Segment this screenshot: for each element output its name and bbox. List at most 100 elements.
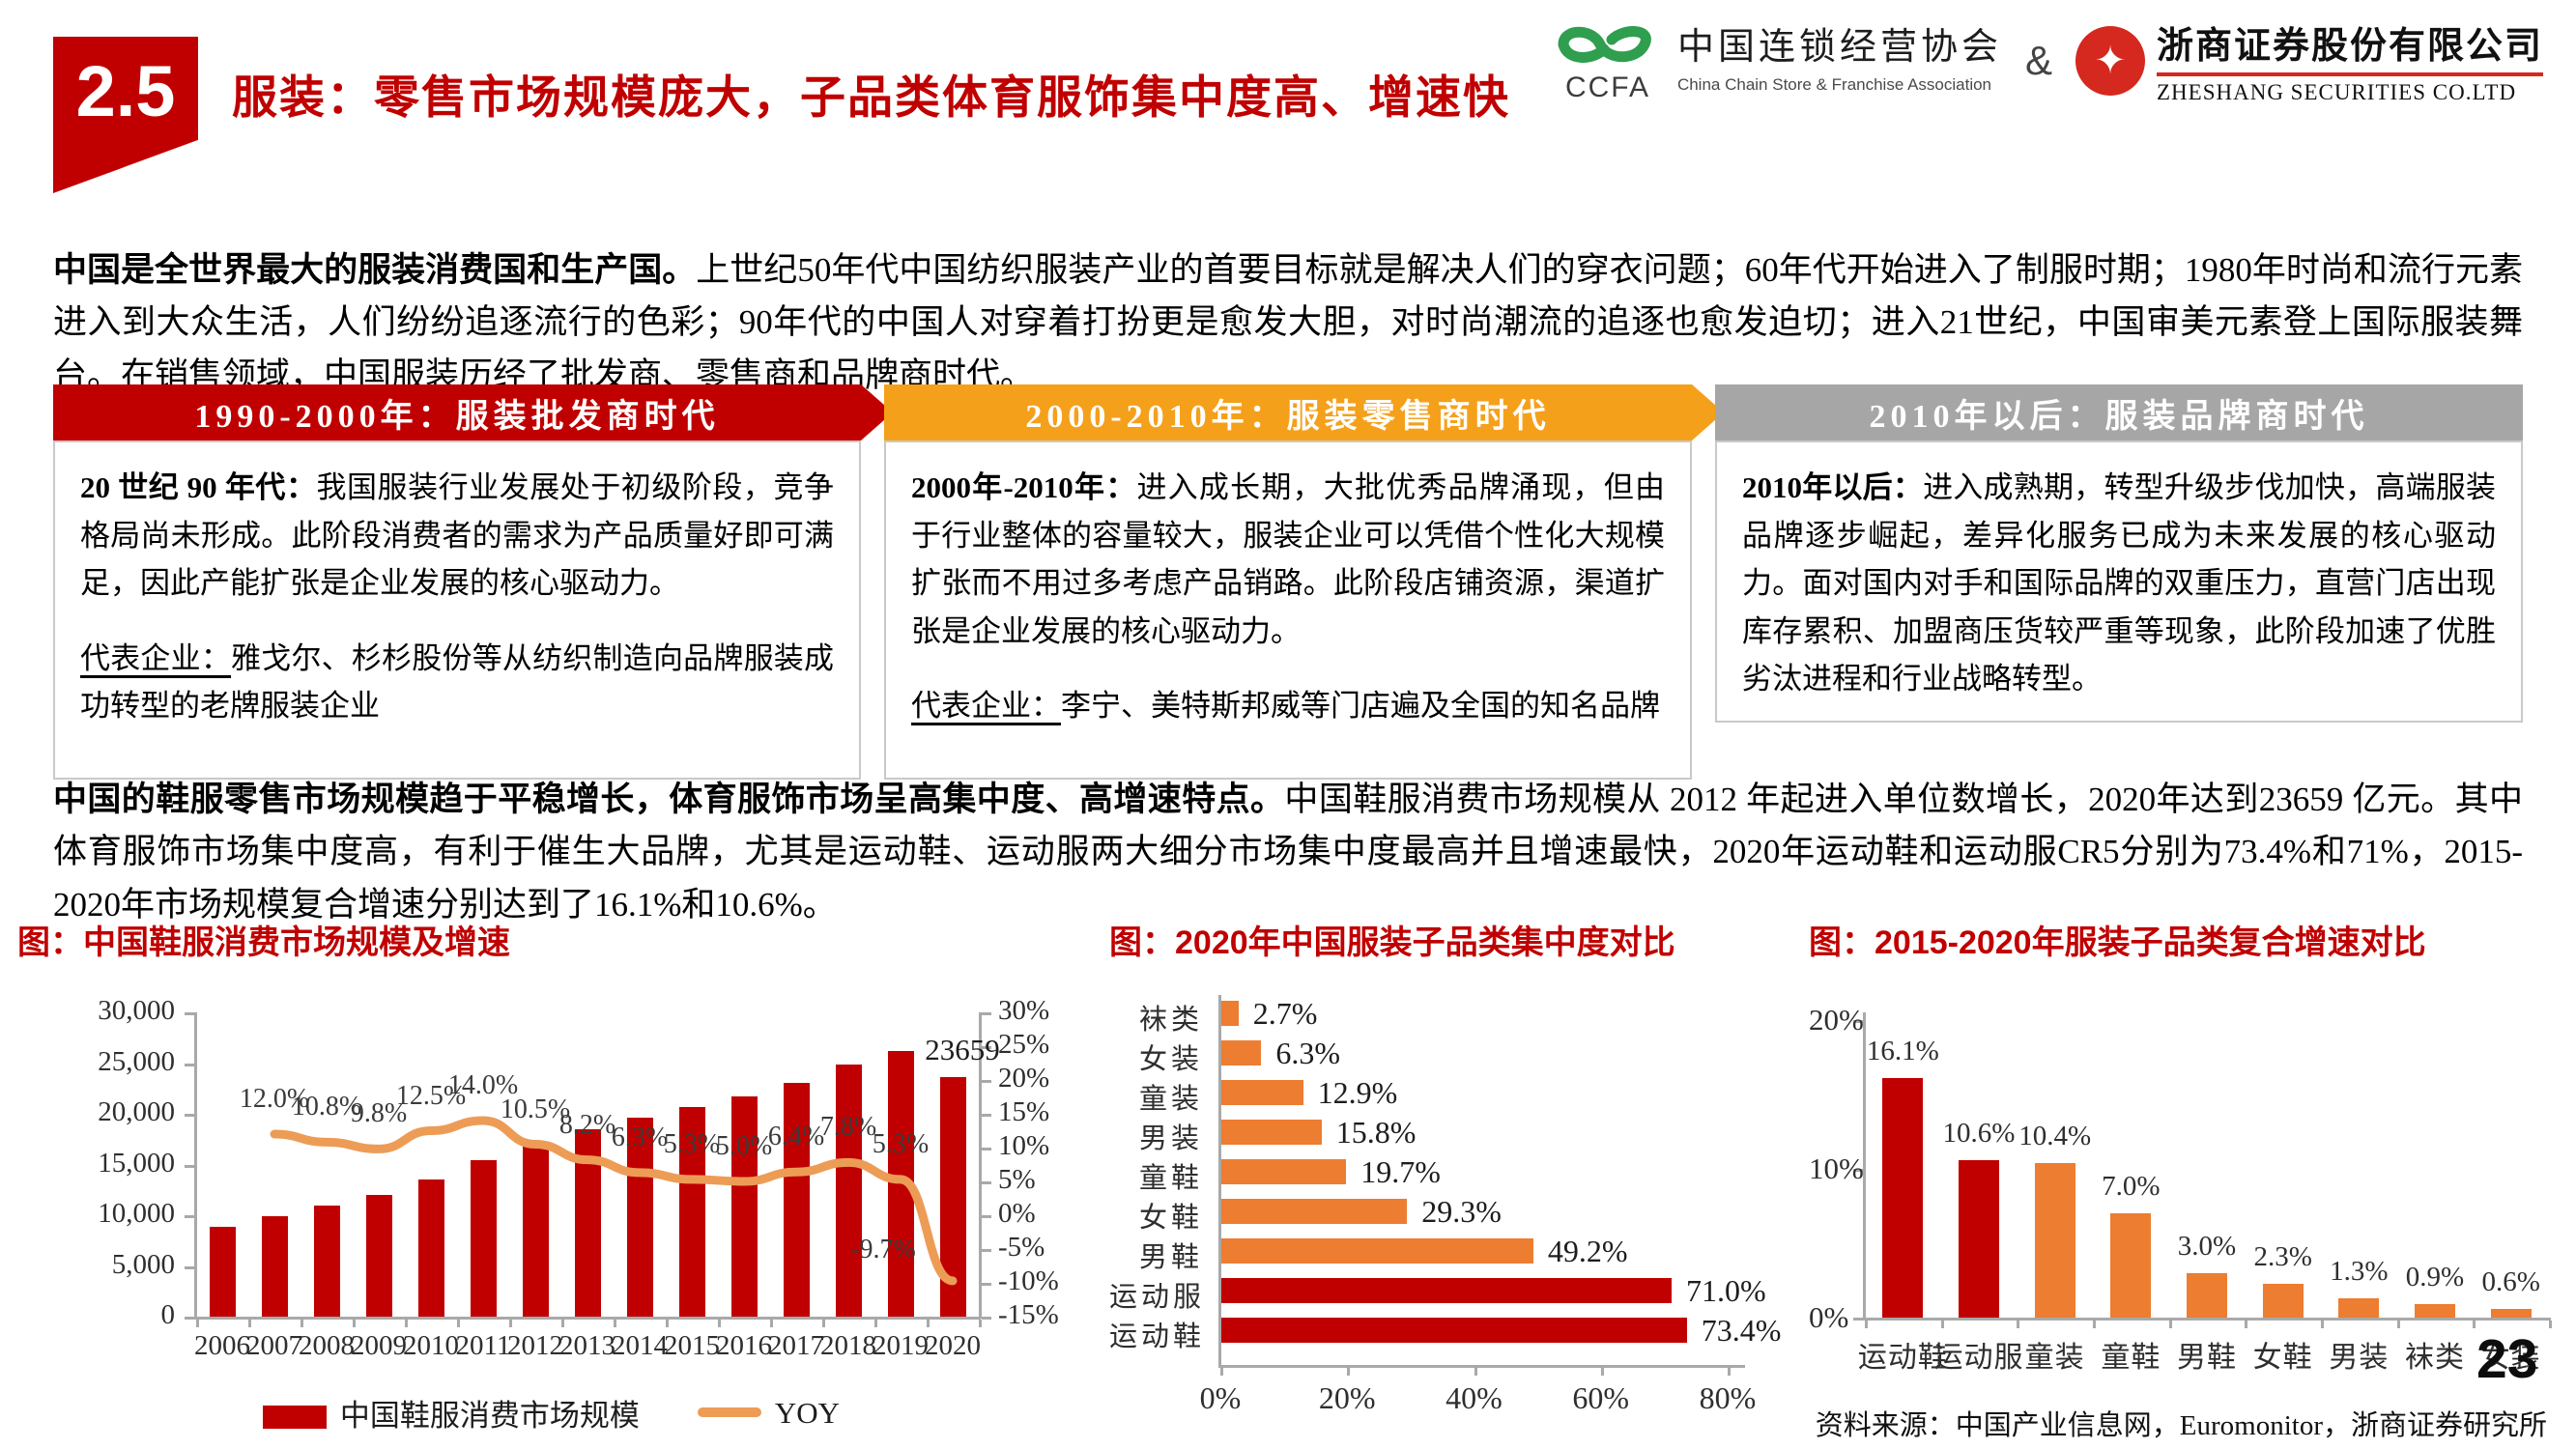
- y-tick: [185, 1012, 194, 1015]
- y-axis-left: [194, 1012, 197, 1319]
- x-axis-label: 2014: [612, 1330, 668, 1361]
- source-note: 资料来源：中国产业信息网，Euromonitor，浙商证券研究所: [1815, 1410, 2547, 1441]
- y-tick-right: [982, 1148, 991, 1151]
- cagr-plot: 20% 10% 0% 16.1% 运动鞋 10.6% 运动服 10.4% 童装 7.0% 童鞋 3.0…: [1809, 983, 2562, 1408]
- bar-value-label: 71.0%: [1685, 1273, 1766, 1308]
- y-axis-right-label: 10%: [998, 1130, 1050, 1161]
- legend-item-bar: 中国鞋服消费市场规模: [262, 1391, 640, 1435]
- era-text: 进入成熟期，转型升级步伐加快，高端服装品牌逐步崛起，差异化服务已成为未来发展的核…: [1742, 470, 2497, 696]
- y-tick: [185, 1114, 194, 1117]
- x-tick: [2168, 1321, 2172, 1328]
- concentration-bar: [1221, 1040, 1262, 1065]
- chart-legend: 中国鞋服消费市场规模 YOY: [17, 1391, 1085, 1435]
- x-tick: [248, 1320, 251, 1327]
- yoy-value-label: 5.3%: [663, 1128, 721, 1159]
- x-axis-label: 40%: [1445, 1380, 1503, 1415]
- yoy-value-label: 5.3%: [872, 1128, 930, 1159]
- x-tick: [2245, 1321, 2248, 1328]
- x-tick: [2473, 1321, 2476, 1328]
- concentration-bar: [1221, 1080, 1303, 1105]
- category-label: 男装: [1138, 1123, 1203, 1154]
- y-axis: [1218, 995, 1221, 1365]
- x-tick: [1865, 1321, 1868, 1328]
- x-axis-label: 运动服: [1933, 1342, 2024, 1374]
- y-axis-right-label: -15%: [998, 1299, 1059, 1330]
- bar-value-label: 2.3%: [2253, 1240, 2312, 1272]
- y-axis-label: 20,000: [98, 1096, 175, 1127]
- market-text: 中国鞋服消费市场规模从 2012 年起进入单位数增长，2020年达到23659 …: [53, 781, 2523, 923]
- market-size-bar: [365, 1194, 392, 1317]
- era-lead: 2010年以后：: [1742, 470, 1924, 504]
- legend-label: YOY: [774, 1395, 841, 1430]
- y-tick-right: [982, 1283, 991, 1286]
- x-tick: [979, 1320, 982, 1327]
- bar-value-label: 1.3%: [2330, 1255, 2389, 1287]
- x-axis-label: 2017: [768, 1330, 824, 1361]
- concentration-bar: [1221, 1001, 1239, 1026]
- y-axis-label: 5,000: [111, 1248, 175, 1280]
- yoy-value-label: 12.0%: [239, 1084, 310, 1114]
- market-size-bar: [835, 1064, 862, 1317]
- y-tick-right: [982, 1181, 991, 1184]
- category-label: 运动服: [1109, 1282, 1206, 1313]
- y-tick: [185, 1317, 194, 1320]
- yoy-value-label: 6.4%: [767, 1122, 825, 1152]
- market-size-bar: [209, 1227, 236, 1317]
- era-lead: 20 世纪 90 年代：: [80, 470, 317, 504]
- concentration-bar: [1221, 1159, 1347, 1184]
- yoy-value-label: 12.5%: [395, 1080, 467, 1111]
- y-axis-right-label: 20%: [998, 1063, 1050, 1094]
- market-size-bar: [470, 1159, 497, 1317]
- cagr-bar: [2110, 1213, 2152, 1318]
- x-tick: [666, 1320, 669, 1327]
- concentration-bar: [1221, 1120, 1322, 1145]
- x-tick: [2017, 1321, 2020, 1328]
- cagr-bar: [2034, 1162, 2075, 1318]
- y-tick-right: [982, 1215, 991, 1218]
- bar-value-label: 15.8%: [1335, 1115, 1417, 1150]
- chart-title: 图：中国鞋服消费市场规模及增速: [17, 924, 510, 961]
- concentration-bar: [1221, 1199, 1408, 1224]
- category-label: 童鞋: [1138, 1163, 1203, 1194]
- concentration-bar: [1221, 1238, 1533, 1264]
- y-axis-label: 0%: [1809, 1300, 1849, 1334]
- era-text: 我国服装行业发展处于初级阶段，竞争格局尚未形成。此阶段消费者的需求为产品质量好即…: [80, 470, 834, 601]
- x-tick: [1474, 1368, 1477, 1376]
- y-axis-right-label: 0%: [998, 1198, 1036, 1229]
- yoy-value-label: 9.8%: [350, 1098, 408, 1129]
- x-axis-label: 男鞋: [2177, 1342, 2237, 1374]
- y-tick: [1853, 1169, 1863, 1172]
- y-axis-label: 20%: [1809, 1003, 1864, 1037]
- category-label: 女鞋: [1138, 1203, 1203, 1234]
- era-brand: 2010年以后：服装品牌商时代 2010年以后：进入成熟期，转型升级步伐加快，高…: [1715, 384, 2523, 780]
- x-axis: [194, 1317, 981, 1320]
- category-label: 袜类: [1138, 1005, 1203, 1036]
- cagr-bar: [1959, 1159, 1999, 1318]
- chart-title: 图：2015-2020年服装子品类复合增速对比: [1809, 924, 2426, 961]
- x-tick: [874, 1320, 877, 1327]
- y-tick: [1853, 1020, 1863, 1023]
- bar-value-label: 49.2%: [1547, 1234, 1628, 1268]
- market-size-bar: [313, 1205, 340, 1317]
- x-axis-label: 2015: [664, 1330, 720, 1361]
- category-label: 男鞋: [1138, 1242, 1203, 1273]
- era-retailer: 2000-2010年：服装零售商时代 2000年-2010年：进入成长期，大批优…: [884, 384, 1724, 780]
- line-swatch-icon: [697, 1406, 761, 1417]
- market-size-bar: [730, 1096, 758, 1317]
- x-tick: [927, 1320, 930, 1327]
- market-size-bar: [887, 1050, 914, 1317]
- y-tick-right: [982, 1012, 991, 1015]
- cagr-bar: [2262, 1283, 2304, 1318]
- zheshang-name-cn: 浙商证券股份有限公司: [2156, 15, 2543, 76]
- era-body: 2000年-2010年：进入成长期，大批优秀品牌涌现，但由于行业整体的容量较大，…: [884, 440, 1692, 780]
- page-title: 服装：零售市场规模庞大，子品类体育服饰集中度高、增速快: [232, 71, 1510, 123]
- bar-value-label: 0.9%: [2405, 1262, 2465, 1293]
- x-axis-label: 2018: [820, 1330, 876, 1361]
- header-logos: CCFA 中国连锁经营协会 China Chain Store & Franch…: [1550, 15, 2543, 105]
- x-tick: [822, 1320, 825, 1327]
- y-axis-right-label: 5%: [998, 1164, 1036, 1195]
- market-size-bar: [574, 1129, 601, 1317]
- x-axis-label: 2020: [925, 1330, 981, 1361]
- x-tick: [614, 1320, 616, 1327]
- era-wholesaler: 1990-2000年：服装批发商时代 20 世纪 90 年代：我国服装行业发展处…: [53, 384, 893, 780]
